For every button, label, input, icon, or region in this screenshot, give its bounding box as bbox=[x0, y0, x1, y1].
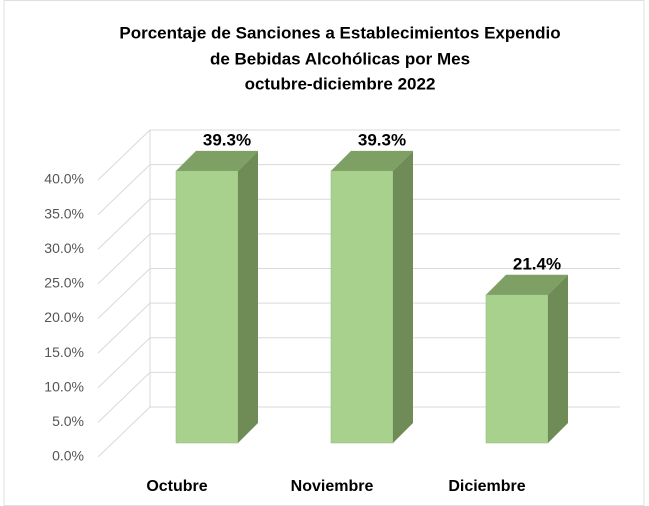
y-tick-label: 30.0% bbox=[44, 240, 84, 256]
data-label: 39.3% bbox=[358, 130, 406, 149]
y-tick-label: 15.0% bbox=[44, 344, 84, 360]
y-tick-label: 10.0% bbox=[44, 378, 84, 394]
x-tick-label: Noviembre bbox=[291, 478, 374, 495]
grid-line bbox=[97, 129, 151, 181]
grid-line bbox=[97, 337, 151, 389]
bar bbox=[175, 170, 239, 444]
bar-side bbox=[238, 150, 258, 443]
bar-side bbox=[393, 150, 413, 443]
bar-side bbox=[548, 274, 568, 443]
grid-line bbox=[97, 198, 151, 250]
bar bbox=[485, 294, 549, 444]
y-tick-label: 25.0% bbox=[44, 275, 84, 291]
bar-top bbox=[486, 274, 568, 295]
grid-line bbox=[97, 233, 151, 285]
chart-title: octubre-diciembre 2022 bbox=[245, 74, 436, 93]
y-tick-label: 5.0% bbox=[52, 413, 84, 429]
y-tick-label: 40.0% bbox=[44, 171, 84, 187]
grid-line bbox=[97, 372, 151, 423]
grid-line bbox=[97, 302, 151, 354]
chart-title: Porcentaje de Sanciones a Establecimient… bbox=[119, 23, 560, 42]
bar-top bbox=[176, 150, 258, 171]
x-tick-label: Octubre bbox=[146, 478, 207, 495]
y-tick-label: 20.0% bbox=[44, 309, 84, 325]
grid-line bbox=[97, 164, 151, 215]
data-label: 21.4% bbox=[513, 254, 561, 273]
bar-top bbox=[331, 150, 413, 171]
data-label: 39.3% bbox=[203, 130, 251, 149]
grid-line bbox=[97, 268, 151, 319]
grid-line bbox=[97, 406, 151, 458]
y-tick-label: 0.0% bbox=[52, 448, 84, 464]
x-tick-label: Diciembre bbox=[448, 478, 525, 495]
bar bbox=[330, 170, 394, 444]
chart-title: de Bebidas Alcohólicas por Mes bbox=[210, 49, 470, 68]
y-tick-label: 35.0% bbox=[44, 205, 84, 221]
